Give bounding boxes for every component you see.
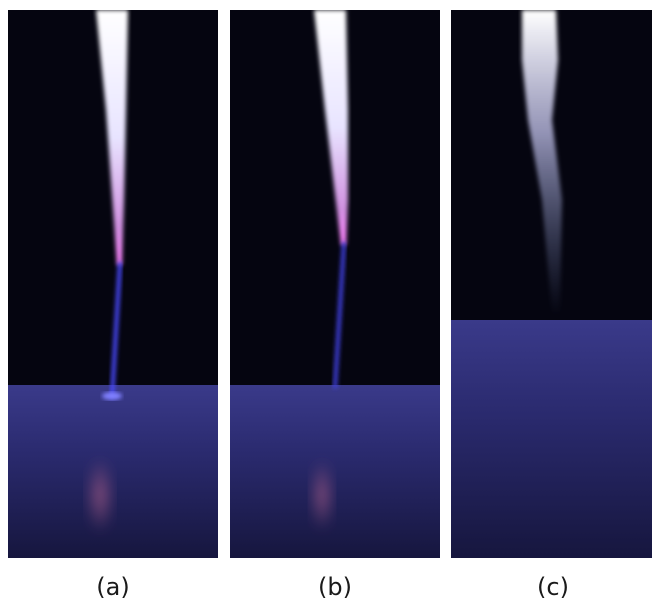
figure: (a) (b) (c) (0, 0, 652, 606)
page: (a) (b) (c) (() => { const data = JSON.p… (0, 0, 652, 606)
panel-c (451, 10, 652, 558)
panel-label: (b) (318, 573, 352, 601)
panel-label: (c) (537, 573, 569, 601)
panel-a (8, 10, 218, 558)
panel-label: (a) (96, 573, 129, 601)
panel-b (230, 10, 440, 558)
